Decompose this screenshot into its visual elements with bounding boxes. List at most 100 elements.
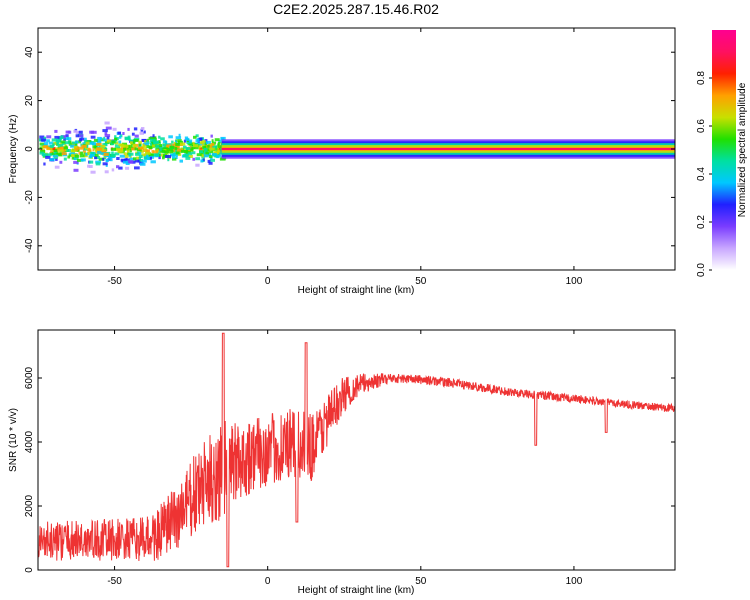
spectrogram-cell — [74, 154, 80, 158]
spectrogram-cell — [93, 138, 98, 142]
spectrogram-cell — [54, 141, 60, 145]
spectrogram-cell — [130, 142, 136, 146]
spectrogram-cell — [138, 155, 143, 158]
spectrogram-cell — [184, 136, 189, 140]
spectrogram-cell — [169, 153, 176, 157]
spectrogram-cell — [119, 154, 125, 158]
spectrogram-cell — [141, 146, 147, 150]
spectrogram-cell — [146, 138, 150, 142]
spectrogram-cell — [134, 147, 140, 151]
spectrogram-cell — [102, 157, 105, 161]
spectrogram-cell — [124, 158, 130, 162]
spectrogram-cell — [94, 156, 101, 159]
spectrogram-cell — [49, 144, 54, 148]
spectrogram-cell — [148, 136, 155, 140]
spectrogram-cell — [177, 139, 182, 143]
spectrogram-cell — [96, 139, 101, 143]
spectrogram-y-tick-label: 40 — [24, 46, 35, 58]
spectrogram-cell — [139, 158, 143, 162]
spectrogram-cell — [49, 158, 55, 162]
spectrogram-cell — [143, 142, 149, 146]
spectrogram-cell — [100, 137, 103, 141]
spectrogram-cell — [100, 151, 107, 155]
spectrogram-cell — [198, 145, 202, 149]
spectrogram-cell — [162, 143, 168, 147]
spectrogram-cell — [40, 138, 46, 142]
spectrogram-cell — [214, 138, 220, 142]
spectrogram-cell — [95, 153, 99, 157]
spectrogram-cell — [132, 144, 137, 148]
spectrogram-cell — [63, 137, 66, 141]
spectrogram-cell — [127, 135, 131, 139]
spectrogram-cell — [211, 145, 218, 149]
spectrogram-cell — [104, 121, 110, 125]
spectrogram-cell — [178, 133, 181, 137]
spectrogram-cell — [193, 135, 197, 139]
spectrogram-y-tick-label: -40 — [24, 238, 35, 253]
spectrogram-cell — [92, 148, 95, 152]
spectrogram-cell — [220, 137, 224, 141]
colorbar-tick-label: 0.2 — [696, 215, 707, 229]
spectrogram-cell — [102, 129, 108, 133]
spectrogram-cell — [211, 153, 217, 156]
spectrogram-y-tick-label: -20 — [24, 190, 35, 205]
spectrogram-cell — [114, 152, 120, 156]
spectrogram-cell — [127, 160, 133, 164]
spectrogram-cell — [111, 151, 114, 155]
spectrogram-cell — [183, 154, 189, 158]
spectrogram-cell — [138, 143, 142, 147]
snr-y-tick-label: 2000 — [24, 494, 35, 517]
spectrogram-cell — [174, 146, 178, 150]
spectrogram-cell — [73, 160, 79, 164]
spectrogram-cell — [155, 144, 160, 148]
spectrogram-x-label: Height of straight line (km) — [298, 285, 415, 296]
spectrogram-cell — [140, 128, 144, 132]
spectrogram-cell — [54, 135, 60, 139]
spectrogram-y-tick-label: 20 — [24, 95, 35, 107]
spectrogram-cell — [141, 159, 147, 163]
spectrogram-cell — [209, 145, 213, 149]
spectrogram-cell — [166, 147, 170, 151]
colorbar-tick-label: 0.0 — [696, 263, 707, 277]
spectrogram-cell — [112, 127, 117, 131]
snr-x-label: Height of straight line (km) — [298, 585, 415, 596]
spectrogram-cell — [158, 156, 161, 160]
spectrogram-cell — [163, 147, 168, 151]
spectrogram-x-tick-label: 50 — [415, 276, 427, 287]
spectrogram-cell — [173, 141, 177, 145]
spectrogram-cell — [95, 162, 101, 166]
spectrogram-cell — [164, 150, 169, 154]
snr-x-tick-label: 50 — [415, 576, 427, 587]
spectrogram-cell — [176, 149, 181, 153]
spectrogram-cell — [109, 158, 113, 162]
spectrogram-cell — [54, 129, 58, 133]
spectrogram-cell — [97, 136, 102, 140]
spectrogram-cell — [53, 141, 57, 145]
spectrogram-cell — [71, 154, 75, 157]
spectrogram-plot: -50 0 50 100 -40 -20 0 20 40 Height of straight… — [8, 27, 676, 296]
spectrogram-cell — [180, 149, 186, 153]
spectrogram-cell — [152, 136, 157, 140]
spectrogram-cell — [73, 156, 76, 160]
spectrogram-cell — [43, 142, 49, 146]
spectrogram-cell — [136, 151, 140, 155]
spectrogram-cell — [106, 139, 113, 143]
spectrogram-cell — [111, 154, 116, 158]
spectrogram-cell — [209, 158, 215, 162]
spectrogram-cell — [78, 146, 84, 150]
spectrogram-cell — [172, 143, 179, 147]
spectrogram-cell — [39, 151, 44, 155]
spectrogram-cell — [39, 142, 45, 146]
spectrogram-cell — [159, 149, 166, 153]
spectrogram-cell — [170, 145, 175, 149]
spectrogram-cell — [175, 151, 180, 155]
spectrogram-cell — [146, 145, 150, 149]
spectrogram-cell — [103, 152, 109, 156]
spectrogram-marks — [39, 121, 675, 174]
spectrogram-cell — [139, 162, 146, 166]
spectrogram-cell — [151, 150, 154, 154]
spectrogram-cell — [216, 155, 220, 159]
spectrogram-cell — [137, 157, 141, 160]
spectrogram-cell — [70, 149, 75, 153]
